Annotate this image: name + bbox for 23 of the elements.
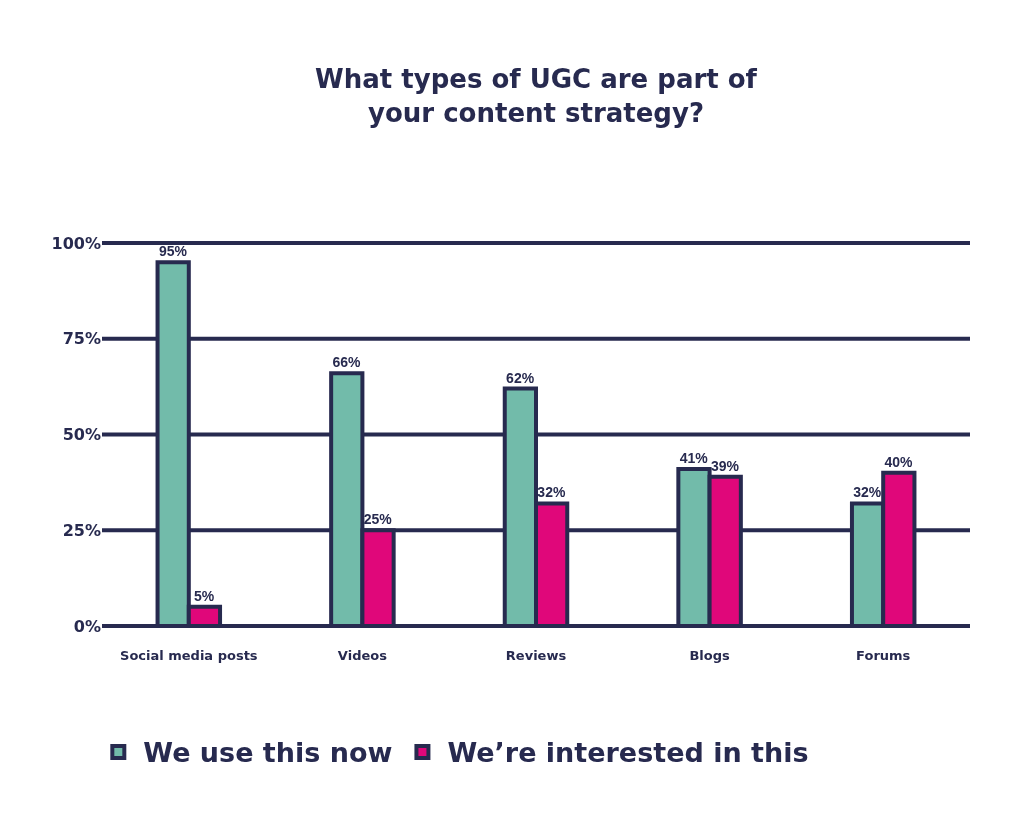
legend-label: We use this now (143, 737, 393, 769)
legend-label: We’re interested in this (447, 737, 809, 769)
y-tick-label: 0% (73, 616, 101, 636)
data-label: 40% (884, 453, 914, 470)
data-label: 41% (679, 449, 709, 466)
y-tick-label: 75% (62, 329, 101, 349)
x-tick-label: Social media posts (120, 648, 258, 663)
data-label: 32% (853, 484, 882, 501)
x-tick-label: Forums (856, 648, 911, 663)
data-label: 66% (332, 354, 362, 371)
data-label: 25% (363, 511, 393, 528)
data-label: 95% (158, 243, 188, 260)
data-label: 32% (537, 484, 566, 501)
y-tick-label: 50% (62, 425, 101, 445)
data-label: 62% (506, 369, 535, 386)
y-tick-label: 100% (51, 233, 101, 253)
x-tick-label: Reviews (505, 648, 567, 663)
y-tick-label: 25% (62, 520, 101, 540)
chart-title: What types of UGC are part of your content strategy? (315, 64, 758, 128)
data-label: 39% (710, 457, 740, 474)
x-tick-label: Blogs (689, 648, 731, 663)
x-tick-label: Videos (337, 648, 388, 663)
data-label: 5% (194, 587, 215, 604)
